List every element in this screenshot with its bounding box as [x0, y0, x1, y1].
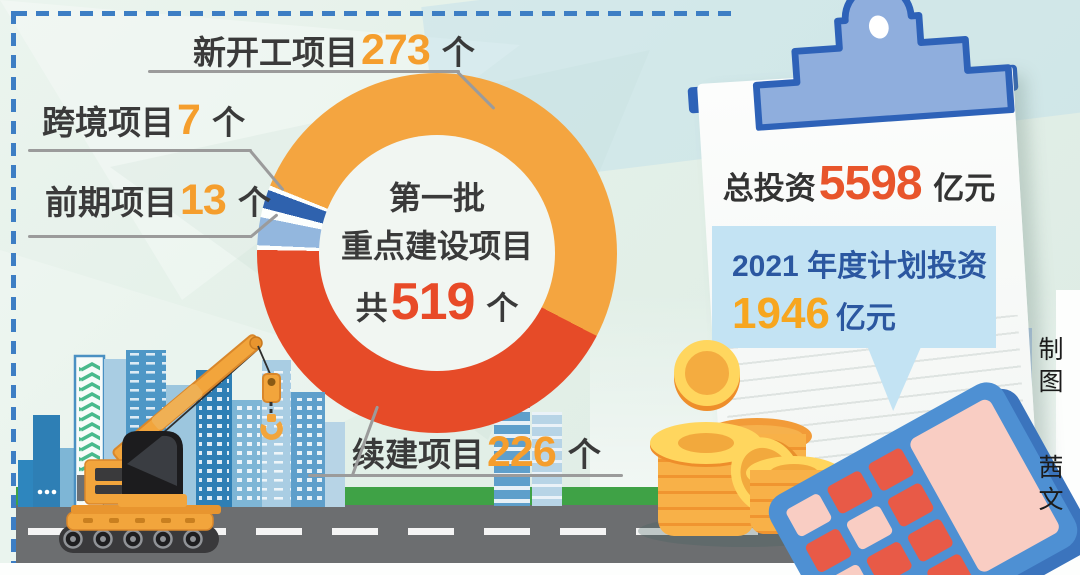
- road-lane-markings: [28, 528, 1052, 535]
- donut-title-line2: 重点建设项目: [340, 228, 533, 264]
- annual-plan-unit: 亿元: [835, 302, 896, 335]
- donut-ring: 第一批 重点建设项目 共519 个: [257, 73, 617, 433]
- coin-icon: [674, 340, 740, 406]
- dashed-border-left: [11, 11, 16, 563]
- total-investment: 总投资5598 亿元: [706, 156, 1012, 211]
- callout-value: 7: [177, 96, 201, 144]
- callout-label-text: 前期项目: [45, 184, 177, 221]
- credit-author: 茜文: [1035, 454, 1062, 518]
- credit-role: 制图: [1035, 336, 1062, 400]
- total-investment-unit: 亿元: [924, 171, 996, 206]
- callout-suffix: 个: [432, 34, 475, 71]
- total-investment-label: 总投资: [722, 171, 816, 206]
- total-value: 519: [390, 273, 476, 331]
- credit-byline: 制图 茜文: [1030, 336, 1066, 566]
- crane-hook-icon: [260, 421, 283, 440]
- donut-title-line1: 第一批: [388, 180, 485, 216]
- callout-label-text: 新开工项目: [193, 34, 358, 71]
- annual-plan-value: 1946: [732, 289, 830, 338]
- donut-center: 第一批 重点建设项目 共519 个: [319, 135, 555, 371]
- total-investment-value: 5598: [818, 157, 923, 210]
- callout-preliminary: 前期项目13 个: [45, 176, 271, 225]
- calculator-key: [864, 539, 914, 575]
- annual-plan-line: 1946 亿元: [732, 289, 996, 339]
- dashed-border-top: [14, 11, 740, 16]
- callout-line: [28, 149, 252, 152]
- boom-tip: [249, 336, 263, 350]
- total-prefix: 共: [355, 290, 388, 326]
- callout-suffix: 个: [228, 184, 272, 221]
- callout-new-projects: 新开工项目273 个: [193, 26, 475, 75]
- annual-plan-box: 2021 年度计划投资 1946 亿元: [712, 226, 996, 348]
- callout-value: 13: [180, 176, 227, 224]
- annual-plan-label: 2021 年度计划投资: [732, 250, 988, 283]
- clipboard-clip: [752, 0, 1015, 132]
- callout-continued: 续建项目226 个: [352, 428, 601, 477]
- calculator-key: [845, 504, 894, 551]
- crane: [59, 334, 283, 553]
- building-silhouette: [532, 412, 562, 506]
- callout-label-text: 续建项目: [352, 436, 484, 473]
- total-suffix: 个: [477, 290, 519, 326]
- callout-suffix: 个: [558, 436, 601, 473]
- callout-value: 273: [361, 26, 431, 74]
- callout-value: 226: [487, 428, 557, 476]
- donut-total: 共519 个: [356, 272, 519, 332]
- callout-line: [308, 474, 623, 477]
- construction-scene: [18, 334, 345, 553]
- callout-cross-border: 跨境项目7 个: [42, 96, 245, 145]
- callout-line: [28, 235, 252, 238]
- callout-line: [148, 70, 460, 73]
- callout-suffix: 个: [202, 104, 246, 141]
- callout-label-text: 跨境项目: [42, 104, 174, 141]
